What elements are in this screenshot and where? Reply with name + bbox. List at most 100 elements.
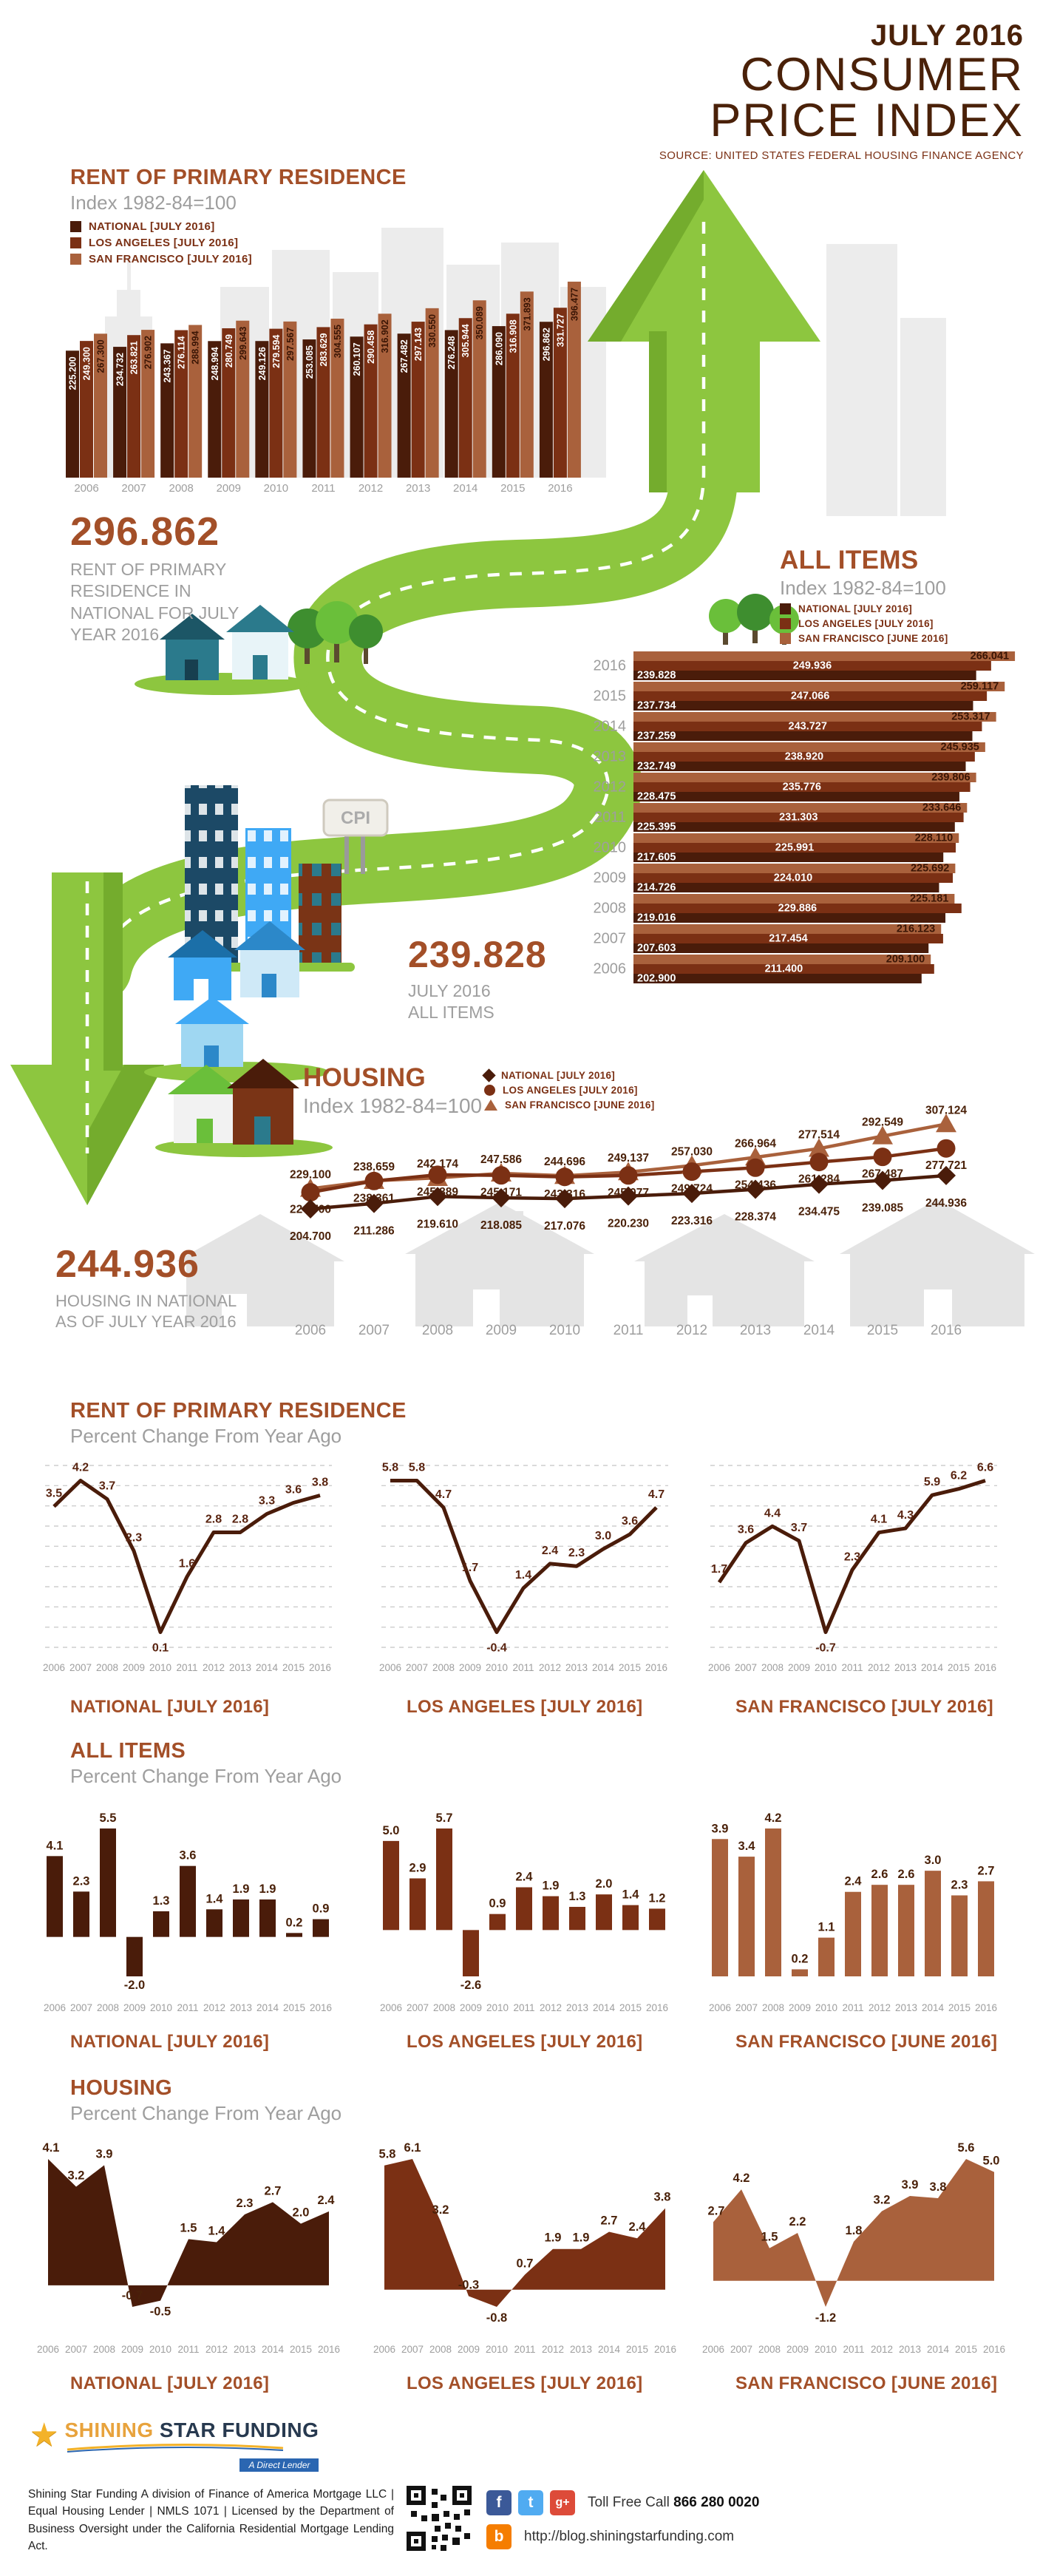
svg-text:2016: 2016 [983,2344,1005,2355]
svg-text:1.6: 1.6 [179,1558,195,1570]
svg-text:2013: 2013 [570,2344,592,2355]
svg-text:2013: 2013 [894,1662,917,1673]
svg-text:297.143: 297.143 [413,328,424,361]
blogger-icon[interactable]: b [486,2524,511,2549]
svg-text:5.5: 5.5 [100,1811,117,1825]
svg-text:305.944: 305.944 [460,324,471,357]
facebook-icon[interactable]: f [486,2490,511,2515]
svg-text:0.2: 0.2 [792,1952,809,1965]
svg-text:4.1: 4.1 [43,2141,60,2155]
svg-text:2.7: 2.7 [708,2204,725,2217]
svg-text:238.659: 238.659 [353,1161,395,1173]
svg-text:2006: 2006 [379,1662,401,1673]
svg-text:2015: 2015 [955,2344,977,2355]
svg-text:2009: 2009 [786,2344,809,2355]
svg-text:2010: 2010 [264,482,288,495]
svg-text:229.886: 229.886 [778,903,817,915]
twitter-icon[interactable]: t [518,2490,543,2515]
svg-text:266.964: 266.964 [735,1137,776,1150]
svg-text:2007: 2007 [730,2344,752,2355]
svg-text:2.7: 2.7 [978,1864,995,1877]
svg-text:2014: 2014 [256,2002,279,2013]
down-arrow [10,872,164,1205]
svg-text:280.749: 280.749 [224,334,234,367]
svg-text:1.4: 1.4 [622,1888,640,1902]
svg-text:1.4: 1.4 [515,1569,531,1582]
svg-text:2.4: 2.4 [318,2194,336,2207]
rent-index-subtitle: Index 1982-84=100 [70,191,237,214]
national-diamond-icon [482,1068,496,1082]
svg-text:2006: 2006 [702,2344,724,2355]
svg-text:2.8: 2.8 [205,1514,222,1526]
svg-text:224.010: 224.010 [774,872,812,884]
svg-text:2008: 2008 [422,1323,453,1338]
svg-text:3.9: 3.9 [96,2147,113,2160]
legend-item-national: NATIONAL [JULY 2016] [482,1068,655,1082]
svg-text:2008: 2008 [758,2344,781,2355]
blog-row: b http://blog.shiningstarfunding.com [486,2524,734,2549]
svg-text:216.123: 216.123 [897,923,935,935]
svg-text:2010: 2010 [149,2344,171,2355]
svg-text:2013: 2013 [895,2002,917,2013]
blog-url[interactable]: http://blog.shiningstarfunding.com [524,2529,735,2544]
svg-text:2016: 2016 [594,658,627,674]
housing-callout-text: HOUSING IN NATIONAL AS OF JULY YEAR 2016 [55,1292,237,1332]
svg-text:2007: 2007 [406,1662,428,1673]
svg-text:1.7: 1.7 [462,1562,478,1574]
svg-text:1.5: 1.5 [761,2231,778,2244]
svg-text:2012: 2012 [871,2344,893,2355]
svg-text:267.300: 267.300 [96,339,106,373]
footer-disclaimer: Shining Star Funding A division of Finan… [28,2488,394,2552]
svg-text:2012: 2012 [542,2344,564,2355]
svg-text:2015: 2015 [619,2002,642,2013]
housing-pct-san-francisco-chart: 2.7 4.2 1.5 2.2 -1.2 1.8 3.2 3.9 3.8 5.6 5.0 2006 20… [702,2129,1005,2366]
svg-text:2010: 2010 [815,2344,837,2355]
svg-text:371.893: 371.893 [522,297,532,331]
svg-text:-0.3: -0.3 [458,2279,479,2292]
svg-text:2009: 2009 [459,1662,481,1673]
svg-text:253.317: 253.317 [951,711,990,723]
svg-text:217.605: 217.605 [637,852,676,864]
svg-text:279.594: 279.594 [271,335,282,368]
svg-text:244.696: 244.696 [544,1156,585,1168]
svg-text:3.8: 3.8 [930,2180,947,2194]
svg-text:2013: 2013 [565,1662,588,1673]
svg-text:4.7: 4.7 [435,1488,452,1501]
brand-logo: ★ SHINING STAR FUNDING A Direct Lender [30,2419,319,2472]
rent-pct-los-angeles-svg: 5.8 5.8 4.7 1.7 -0.4 1.4 2.4 2.3 3.0 3.6 4.7 2006 20… [379,1462,668,1673]
svg-text:2012: 2012 [205,2344,228,2355]
buildings [177,785,355,972]
svg-text:283.629: 283.629 [319,333,329,366]
svg-text:239.806: 239.806 [931,772,970,784]
svg-text:237.734: 237.734 [637,700,676,712]
svg-text:225.181: 225.181 [910,893,948,905]
svg-text:2008: 2008 [432,1662,455,1673]
housing-pct-title: HOUSING [70,2076,173,2100]
svg-text:-2.6: -2.6 [460,1979,481,1992]
svg-text:2014: 2014 [256,1662,279,1673]
svg-text:290.458: 290.458 [366,331,376,364]
svg-text:238.920: 238.920 [785,751,823,763]
social-row: f t g+ Toll Free Call 866 280 0020 [486,2490,759,2515]
google-plus-icon[interactable]: g+ [550,2490,575,2515]
svg-text:2006: 2006 [295,1323,326,1338]
svg-text:2007: 2007 [65,2344,87,2355]
all-items-callout-line1: JULY 2016 [408,981,491,1000]
svg-text:2011: 2011 [177,2002,198,2013]
all-items-callout-line2: ALL ITEMS [408,1003,494,1023]
all-items-pct-los-angeles-chart: 5.0 2.9 5.7 -2.6 0.9 2.4 1.9 1.3 2.0 1.4 1.2 2006 20… [377,1795,673,2024]
svg-text:316.902: 316.902 [380,319,390,353]
svg-text:243.727: 243.727 [789,721,827,733]
svg-text:2.9: 2.9 [409,1861,426,1874]
svg-text:228.475: 228.475 [637,791,676,803]
svg-text:2014: 2014 [927,2344,950,2355]
svg-text:2010: 2010 [815,2002,837,2013]
svg-text:3.8: 3.8 [312,1477,328,1489]
svg-text:2.3: 2.3 [844,1550,860,1563]
svg-text:2010: 2010 [815,1662,837,1673]
svg-text:-0.7: -0.7 [122,2289,143,2302]
svg-text:276.114: 276.114 [177,336,187,369]
svg-text:-2.0: -2.0 [124,1979,145,1992]
svg-text:1.9: 1.9 [233,1882,250,1896]
